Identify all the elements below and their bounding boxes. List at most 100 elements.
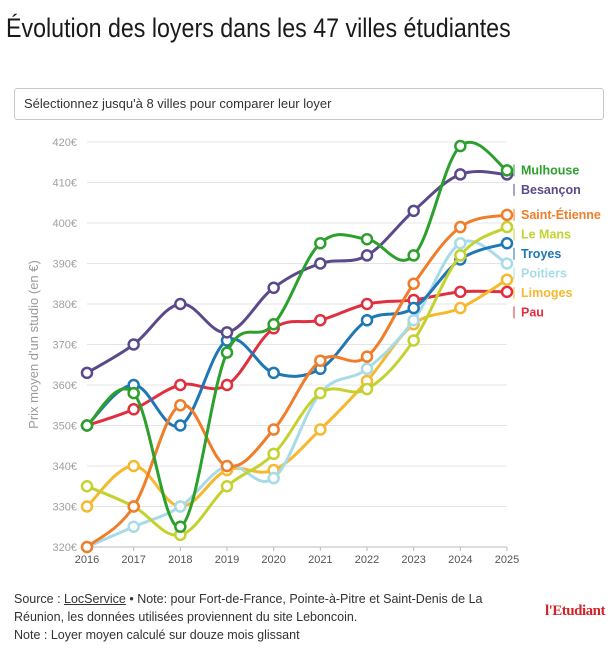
data-point[interactable] bbox=[127, 403, 140, 416]
data-point[interactable] bbox=[407, 277, 420, 290]
data-point[interactable] bbox=[127, 500, 140, 513]
x-tick-label: 2017 bbox=[121, 554, 145, 566]
data-point[interactable] bbox=[220, 459, 234, 473]
data-point[interactable] bbox=[80, 500, 94, 513]
source-prefix: Source : bbox=[14, 592, 65, 606]
data-point[interactable] bbox=[220, 378, 234, 392]
data-point[interactable] bbox=[314, 354, 327, 367]
series-le-mans bbox=[80, 220, 514, 542]
data-point[interactable] bbox=[80, 366, 94, 380]
legend-label-le-mans[interactable]: Le Mans bbox=[521, 227, 571, 241]
data-point[interactable] bbox=[454, 301, 467, 315]
data-point[interactable] bbox=[360, 382, 374, 396]
data-point[interactable] bbox=[314, 386, 327, 400]
legend-label-pau[interactable]: Pau bbox=[521, 305, 544, 319]
data-point[interactable] bbox=[314, 237, 327, 250]
data-point[interactable] bbox=[267, 447, 280, 461]
data-point[interactable] bbox=[500, 257, 514, 270]
data-point[interactable] bbox=[80, 419, 94, 432]
data-point[interactable] bbox=[360, 362, 374, 376]
series-line bbox=[85, 239, 509, 549]
data-point[interactable] bbox=[267, 471, 280, 485]
data-point[interactable] bbox=[407, 313, 420, 327]
data-point[interactable] bbox=[500, 164, 514, 177]
series-line bbox=[85, 289, 509, 427]
data-point[interactable] bbox=[127, 459, 140, 473]
data-point[interactable] bbox=[454, 237, 467, 250]
y-tick-label: 360€ bbox=[53, 380, 77, 392]
legend-label-limoges[interactable]: Limoges bbox=[521, 286, 572, 300]
legend-label-troyes[interactable]: Troyes bbox=[521, 247, 561, 261]
data-point[interactable] bbox=[267, 423, 280, 436]
data-point[interactable] bbox=[314, 257, 327, 270]
data-point[interactable] bbox=[454, 249, 467, 262]
data-point[interactable] bbox=[127, 520, 140, 533]
x-tick-label: 2018 bbox=[168, 554, 192, 566]
data-point[interactable] bbox=[500, 208, 514, 222]
y-tick-label: 340€ bbox=[53, 461, 77, 473]
data-point[interactable] bbox=[267, 318, 280, 331]
data-point[interactable] bbox=[360, 297, 374, 311]
data-point[interactable] bbox=[360, 350, 374, 363]
data-point[interactable] bbox=[174, 297, 187, 311]
city-selector-input[interactable]: Sélectionnez jusqu'à 8 villes pour compa… bbox=[14, 88, 604, 120]
data-point[interactable] bbox=[174, 378, 187, 392]
y-tick-label: 320€ bbox=[53, 542, 77, 554]
data-point[interactable] bbox=[80, 480, 94, 493]
data-point[interactable] bbox=[267, 281, 280, 295]
data-point[interactable] bbox=[314, 423, 327, 436]
line-chart: 320€ 330€ 340€ 350€ 360€ 370€ 380€ 390€ 400€ 410€… bbox=[26, 137, 601, 566]
y-tick-label: 390€ bbox=[53, 259, 77, 271]
y-tick-label: 410€ bbox=[53, 178, 77, 190]
data-point[interactable] bbox=[407, 204, 420, 218]
data-point[interactable] bbox=[360, 232, 374, 246]
data-point[interactable] bbox=[80, 540, 94, 554]
legend-label-saint-etienne[interactable]: Saint-Étienne bbox=[521, 207, 601, 222]
y-tick-label: 380€ bbox=[53, 299, 77, 311]
rent-note: Note : Loyer moyen calculé sur douze moi… bbox=[14, 628, 300, 642]
data-point[interactable] bbox=[454, 220, 467, 234]
data-point[interactable] bbox=[500, 220, 514, 234]
data-point[interactable] bbox=[127, 338, 140, 351]
series-mulhouse bbox=[80, 139, 514, 533]
data-point[interactable] bbox=[220, 326, 234, 339]
x-tick-label: 2020 bbox=[261, 554, 285, 566]
data-point[interactable] bbox=[174, 419, 187, 432]
legend-label-besancon[interactable]: Besançon bbox=[521, 183, 581, 197]
data-point[interactable] bbox=[127, 386, 140, 400]
series-line bbox=[85, 241, 509, 428]
data-point[interactable] bbox=[360, 313, 374, 327]
page-title: Évolution des loyers dans les 47 villes … bbox=[6, 13, 511, 43]
x-tick-label: 2016 bbox=[75, 554, 99, 566]
data-point[interactable] bbox=[220, 346, 234, 359]
x-axis: 2016 2017 2018 2019 2020 2021 2022 2023 2024 2025 bbox=[75, 546, 519, 566]
y-tick-label: 350€ bbox=[53, 421, 77, 433]
data-point[interactable] bbox=[500, 273, 514, 286]
data-point[interactable] bbox=[174, 500, 187, 513]
data-point[interactable] bbox=[407, 301, 420, 315]
data-point[interactable] bbox=[267, 366, 280, 380]
legend-label-poitiers[interactable]: Poitiers bbox=[521, 266, 567, 280]
data-point[interactable] bbox=[407, 334, 420, 347]
series-saint-etienne bbox=[80, 208, 514, 554]
legend-label-mulhouse[interactable]: Mulhouse bbox=[521, 163, 579, 177]
data-point[interactable] bbox=[174, 520, 187, 533]
chart-grid bbox=[87, 141, 507, 548]
city-selector-placeholder: Sélectionnez jusqu'à 8 villes pour compa… bbox=[24, 96, 332, 111]
data-point[interactable] bbox=[407, 249, 420, 262]
data-point[interactable] bbox=[174, 399, 187, 412]
series-line bbox=[85, 225, 509, 537]
data-point[interactable] bbox=[314, 313, 327, 327]
series-besancon bbox=[80, 168, 514, 380]
data-point[interactable] bbox=[360, 249, 374, 262]
data-point[interactable] bbox=[454, 139, 467, 153]
data-point[interactable] bbox=[500, 237, 514, 250]
data-point[interactable] bbox=[500, 285, 514, 299]
x-tick-label: 2019 bbox=[215, 554, 239, 566]
series-line bbox=[85, 213, 509, 549]
y-tick-label: 370€ bbox=[53, 340, 77, 352]
data-point[interactable] bbox=[454, 285, 467, 299]
data-point[interactable] bbox=[454, 168, 467, 181]
source-link[interactable]: LocService bbox=[64, 592, 126, 606]
data-point[interactable] bbox=[220, 480, 234, 493]
